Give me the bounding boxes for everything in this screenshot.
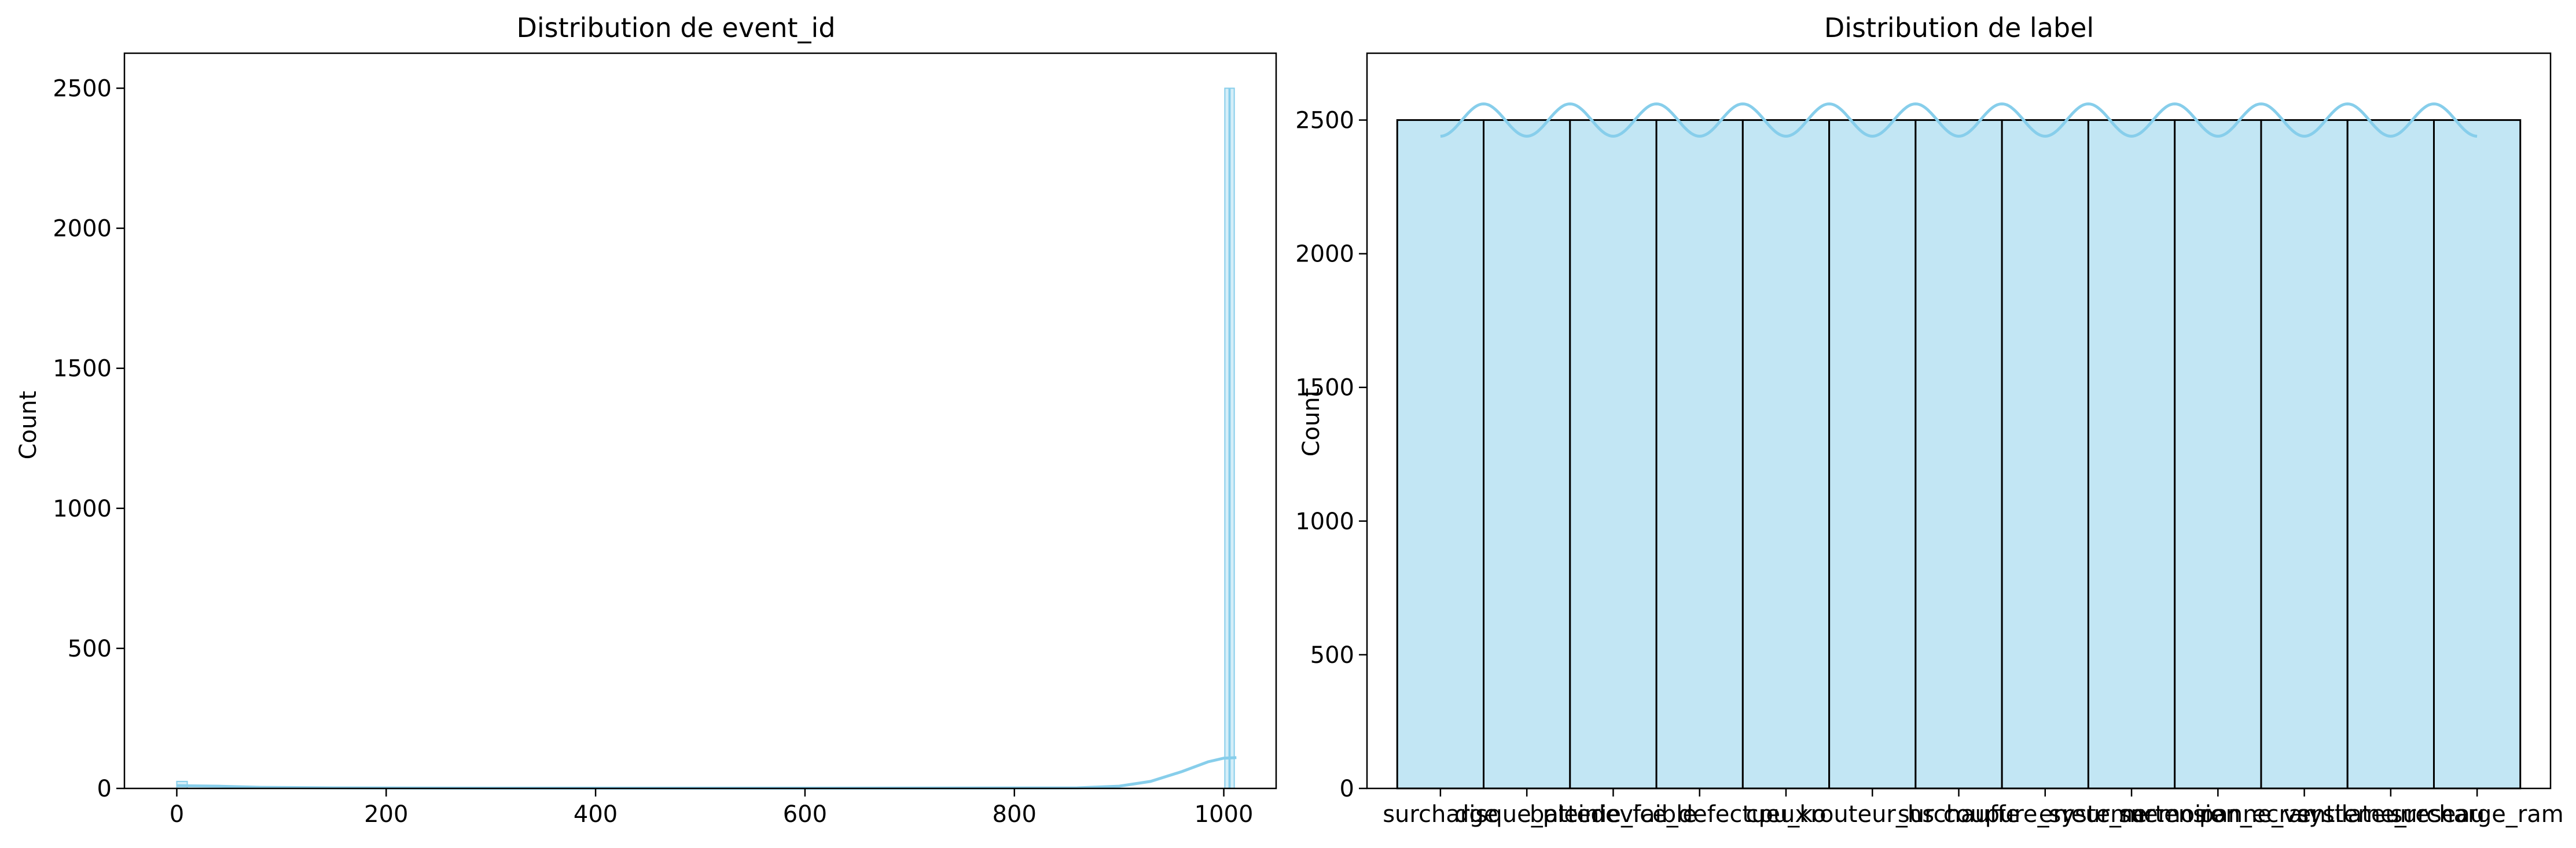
x-tick-label: coupure_systeme <box>1943 801 2147 828</box>
axes: 0 500 1000 1500 2000 2500 0 200 400 600 800 1000 <box>53 52 1277 828</box>
plot-area <box>1396 102 2522 790</box>
x-tick-label: surcharge_ram <box>2390 801 2563 828</box>
chart-title: Distribution de label <box>1824 12 2094 43</box>
y-tick-label: 2500 <box>53 76 112 102</box>
bar-surcharge_ram <box>2432 119 2522 790</box>
x-tick-label: erreur_memoire <box>2039 801 2225 828</box>
x-tick-label: 800 <box>993 801 1037 828</box>
x-tick-label: routeur_hs <box>1810 801 1934 828</box>
bar-device_defectueux <box>1655 119 1744 790</box>
x-tick-label: cpu_ko <box>1745 801 1826 828</box>
bar-coupure_systeme <box>2001 119 2089 790</box>
x-tick-label: systeme_reseau <box>2296 801 2485 828</box>
bar-surchauffe <box>1914 119 2003 790</box>
x-tick-label: surcharge <box>1383 801 1498 828</box>
chart-title: Distribution de event_id <box>516 12 835 43</box>
y-axis-label: Count <box>15 391 42 460</box>
bar-batterie_faible <box>1569 119 1658 790</box>
x-tick-label: panne_ventilateur <box>2199 801 2410 828</box>
chart-event-id: Distribution de event_id Count 0 500 1000 1… <box>15 12 1277 828</box>
x-tick-label: 600 <box>783 801 827 828</box>
bar-systeme_reseau <box>2346 119 2435 790</box>
kde-line <box>1440 102 2478 138</box>
y-tick-label: 0 <box>97 776 112 802</box>
y-tick-label: 2000 <box>53 216 112 242</box>
bar-routeur_hs <box>1828 119 1917 790</box>
x-tick-label: 200 <box>364 801 408 828</box>
bar-disque_plein <box>1483 119 1571 790</box>
bar-cpu_ko <box>1741 119 1831 790</box>
chart-label: Distribution de label Count 0 500 1000 1500… <box>1295 12 2564 828</box>
y-tick-label: 500 <box>68 636 112 662</box>
y-tick-label: 0 <box>1340 776 1354 802</box>
x-tick-label: device_defectueux <box>1590 801 1809 828</box>
x-tick-label: 400 <box>574 801 618 828</box>
x-tick-label: batterie_faible <box>1530 801 1697 828</box>
bar-erreur_memoire <box>2087 119 2176 790</box>
x-tick-label: 1000 <box>1195 801 1254 828</box>
bar-surtension_ecran <box>2174 119 2262 790</box>
x-tick-label: disque_plein <box>1454 801 1599 828</box>
y-tick-label: 1000 <box>53 496 112 522</box>
x-tick-label: surchauffe <box>1898 801 2020 828</box>
histogram-bar <box>1224 87 1230 789</box>
y-tick-label: 2000 <box>1295 241 1354 268</box>
bar-panne_ventilateur <box>2260 119 2349 790</box>
y-tick-label: 500 <box>1310 642 1354 669</box>
y-tick-label: 2500 <box>1295 108 1354 134</box>
axes-frame <box>123 52 1277 790</box>
y-tick-label: 1500 <box>53 356 112 382</box>
axes: 0 500 1000 1500 2000 2500 surchargedisque_plei… <box>1295 52 2564 828</box>
y-tick-label: 1500 <box>1295 375 1354 401</box>
histogram-bar <box>1229 87 1235 789</box>
x-tick-label: 0 <box>170 801 184 828</box>
y-axis-label: Count <box>1298 388 1325 457</box>
x-tick-label: surtension_ecran <box>2119 801 2317 828</box>
y-tick-label: 1000 <box>1295 508 1354 535</box>
bar-surcharge <box>1396 119 1485 790</box>
